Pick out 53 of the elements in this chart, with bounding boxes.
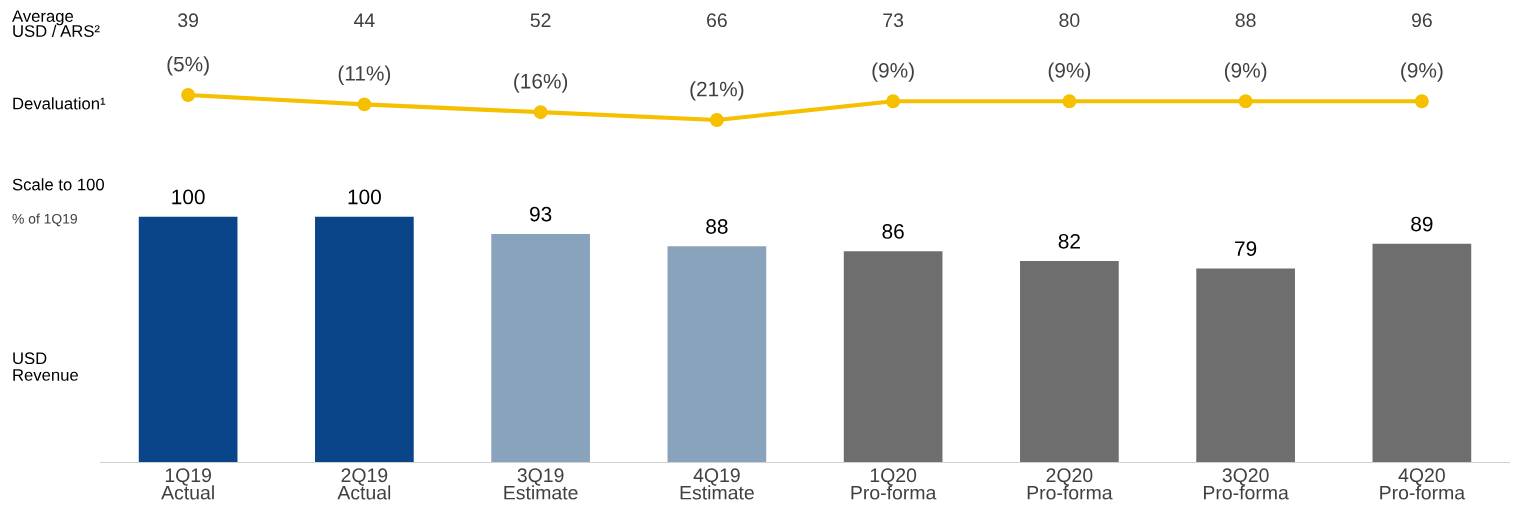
x-tick-label: 4Q20 Pro-forma	[1380, 468, 1466, 500]
data-label: (9%)	[1048, 62, 1091, 82]
data-label: 88	[706, 219, 728, 234]
point	[533, 105, 548, 120]
data-label: 89	[1411, 216, 1433, 232]
point	[1062, 94, 1077, 109]
x-tick-label: 1Q20 Pro-forma	[851, 468, 937, 500]
data-label: (9%)	[1401, 62, 1443, 82]
data-label: 100	[172, 189, 205, 205]
bar	[1020, 261, 1119, 463]
point	[886, 94, 901, 109]
x-tick-label: 2Q20 Pro-forma	[1027, 468, 1113, 500]
x-tick-label: 3Q20 Pro-forma	[1204, 468, 1289, 500]
data-label: 82	[1058, 233, 1080, 249]
text: 39	[178, 13, 199, 28]
bar	[1372, 243, 1472, 463]
y-axis-title: USD Revenue	[13, 352, 78, 381]
data-label: (16%)	[514, 73, 568, 93]
x-tick-label: 4Q19 Estimate	[680, 468, 754, 500]
text: 66	[707, 13, 727, 28]
point	[181, 88, 196, 102]
bar	[315, 216, 414, 463]
data-label: 93	[530, 206, 552, 222]
text: 52	[530, 13, 551, 28]
point	[1414, 94, 1429, 109]
data-label: (5%)	[167, 56, 209, 76]
data-label: 86	[882, 224, 904, 239]
bar	[843, 251, 943, 463]
point	[1238, 94, 1253, 109]
data-label: (9%)	[872, 62, 914, 82]
text: % of 1Q19	[12, 213, 77, 227]
x-tick-label: 1Q19 Actual	[161, 468, 214, 500]
data-label: 79	[1235, 241, 1257, 257]
text: 44	[354, 13, 375, 27]
text: Scale to 100	[12, 178, 105, 191]
text: 88	[1235, 13, 1256, 28]
text: Devaluation¹	[13, 97, 106, 110]
bar	[667, 246, 767, 463]
text: 96	[1411, 13, 1432, 28]
bar	[138, 216, 238, 463]
data-label: (21%)	[690, 81, 744, 101]
data-label: (9%)	[1224, 62, 1267, 82]
x-tick-label: 3Q19 Estimate	[504, 468, 578, 500]
data-label: 100	[348, 189, 381, 205]
data-label: (11%)	[338, 65, 391, 85]
text: Average USD / ARS²	[12, 10, 100, 37]
bar	[491, 234, 590, 463]
text: 73	[883, 13, 904, 28]
bar	[1196, 268, 1295, 463]
point	[357, 97, 372, 112]
point	[709, 113, 724, 127]
text: 80	[1059, 13, 1080, 28]
x-tick-label: 2Q19 Actual	[337, 468, 391, 500]
